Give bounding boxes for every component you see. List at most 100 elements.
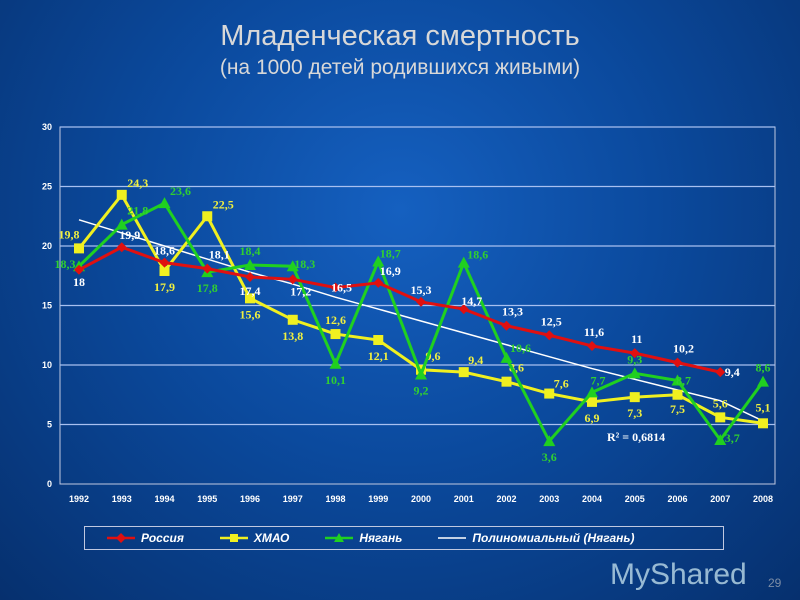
x-tick-label: 1996	[240, 494, 260, 504]
page-number: 29	[768, 576, 782, 590]
data-point	[715, 367, 726, 378]
data-label: 7,5	[670, 402, 685, 416]
x-tick-label: 2005	[625, 494, 645, 504]
data-label: 15,6	[240, 307, 261, 321]
data-point	[672, 389, 683, 400]
data-label: 9,4	[725, 365, 740, 379]
x-tick-label: 2003	[539, 494, 559, 504]
legend-label: Нягань	[359, 531, 403, 545]
chart-subtitle: (на 1000 детей родившихся живыми)	[219, 56, 581, 79]
data-label: 9,2	[414, 384, 429, 398]
legend-label: Полиномиальный (Нягань)	[472, 531, 635, 545]
data-label: 5,1	[756, 400, 771, 414]
data-point	[672, 357, 683, 368]
y-tick-label: 5	[47, 420, 52, 430]
data-label: 14,7	[461, 294, 482, 308]
legend-marker-icon	[219, 534, 248, 542]
data-point	[757, 375, 769, 387]
data-point	[159, 257, 170, 268]
y-tick-label: 0	[47, 479, 52, 489]
data-label: 21,8	[127, 204, 148, 218]
data-point	[245, 293, 255, 304]
data-point	[586, 386, 598, 398]
data-label: 19,9	[119, 228, 140, 242]
chart-title: Младенческая смертность	[220, 20, 580, 52]
data-point	[287, 274, 298, 285]
data-label: 9,4	[468, 353, 483, 367]
data-point	[329, 357, 342, 369]
data-point	[372, 255, 385, 267]
legend-marker-icon	[438, 537, 467, 539]
data-label: 18,6	[154, 244, 175, 258]
data-point	[458, 304, 469, 315]
y-tick-label: 10	[42, 360, 52, 370]
data-label: 16,9	[380, 264, 401, 278]
data-point	[715, 412, 726, 423]
data-point	[629, 348, 640, 359]
data-label: 13,8	[282, 329, 303, 343]
data-label: 18,7	[380, 246, 401, 260]
data-point	[415, 368, 427, 380]
data-label: 5,6	[713, 396, 728, 410]
data-label: 23,6	[170, 184, 191, 198]
data-label: 22,5	[213, 197, 234, 211]
y-tick-label: 15	[42, 301, 52, 311]
x-tick-label: 2007	[710, 494, 730, 504]
data-point	[501, 320, 512, 331]
data-point	[74, 264, 84, 275]
legend-item: Нягань	[325, 531, 402, 545]
data-point	[587, 340, 597, 351]
legend-marker-icon	[107, 533, 135, 543]
data-point	[373, 335, 384, 346]
data-label: 6,9	[585, 411, 600, 425]
data-point	[373, 277, 384, 288]
data-label: 10,2	[673, 342, 694, 356]
data-point	[458, 367, 469, 378]
x-tick-label: 2004	[582, 494, 602, 504]
data-label: 19,8	[59, 227, 80, 241]
legend: Россия ХМАО Нягань Полиномиальный (Нягань)	[84, 526, 724, 550]
data-point	[714, 433, 727, 445]
x-tick-label: 2002	[496, 494, 516, 504]
data-label: 11	[631, 332, 642, 346]
data-label: 13,3	[502, 305, 523, 319]
data-point	[629, 392, 640, 403]
data-label: 3,6	[542, 450, 557, 464]
data-point	[330, 329, 341, 340]
data-point	[544, 330, 555, 341]
data-label: 10,6	[510, 341, 531, 355]
r-squared-annotation: R² = 0,6814	[607, 430, 665, 444]
data-label: 15,3	[411, 283, 432, 297]
y-tick-label: 20	[42, 241, 52, 251]
x-tick-label: 2006	[667, 494, 687, 504]
legend-label: Россия	[141, 531, 184, 545]
data-label: 18,6	[467, 248, 488, 262]
data-point	[500, 351, 513, 363]
x-tick-label: 2000	[411, 494, 431, 504]
data-label: 7,3	[627, 406, 642, 420]
data-label: 17,4	[240, 284, 261, 298]
data-label: 18	[73, 275, 85, 289]
data-label: 7,6	[554, 377, 569, 391]
x-tick-label: 1998	[325, 494, 345, 504]
data-label: 17,2	[290, 284, 311, 298]
y-tick-label: 30	[42, 122, 52, 132]
data-point	[202, 211, 213, 222]
data-point	[628, 367, 641, 379]
data-label: 18,4	[240, 244, 261, 258]
series-line-3	[78, 219, 764, 422]
x-tick-label: 1997	[283, 494, 303, 504]
data-label: 3,7	[725, 431, 740, 445]
data-point	[244, 259, 256, 271]
data-point	[74, 243, 84, 254]
data-label: 17,9	[154, 280, 175, 294]
legend-label: ХМАО	[253, 531, 290, 545]
data-label: 24,3	[127, 176, 148, 190]
x-tick-label: 1999	[368, 494, 388, 504]
data-point	[245, 271, 255, 282]
data-point	[158, 197, 171, 209]
data-label: 12,1	[368, 349, 389, 363]
data-point	[587, 396, 597, 407]
data-label: 8,7	[676, 373, 691, 387]
data-point	[202, 263, 213, 274]
